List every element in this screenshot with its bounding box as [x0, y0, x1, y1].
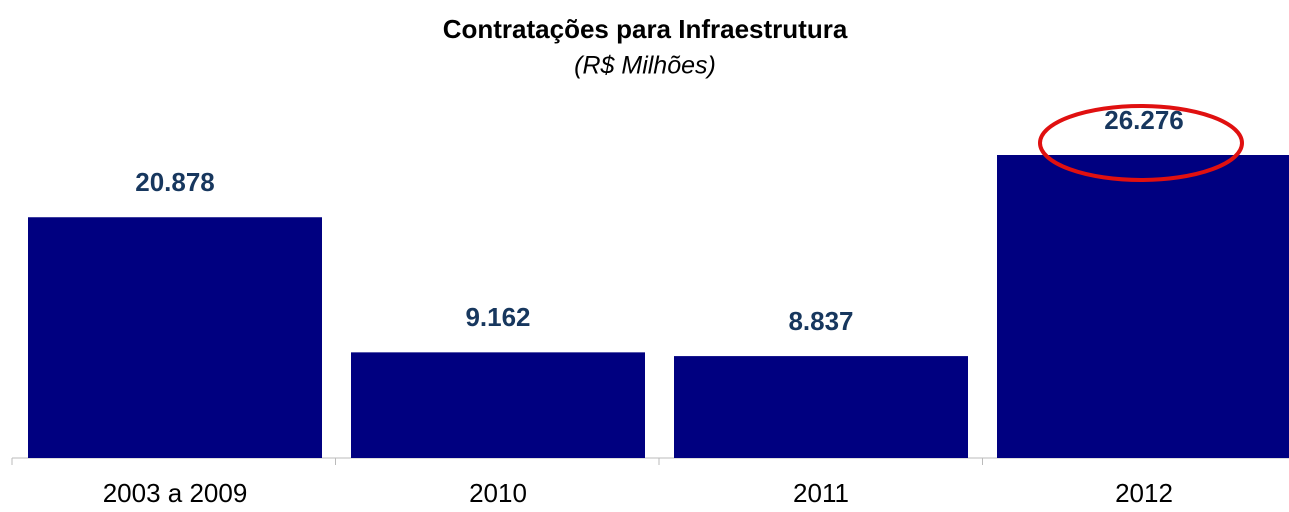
bar	[997, 155, 1289, 458]
bar	[351, 352, 645, 458]
value-label: 26.276	[1104, 105, 1184, 135]
x-tick-label: 2012	[1115, 478, 1173, 508]
value-label: 8.837	[788, 306, 853, 336]
x-tick-label: 2011	[793, 478, 849, 508]
chart-subtitle: (R$ Milhões)	[574, 52, 716, 80]
chart-title: Contratações para Infraestrutura	[443, 14, 848, 44]
bar	[28, 217, 322, 458]
highlight-ellipse	[1038, 104, 1244, 182]
x-tick-label: 2010	[469, 478, 527, 508]
value-label: 20.878	[135, 167, 215, 197]
x-tick-label: 2003 a 2009	[103, 478, 248, 508]
value-label: 9.162	[465, 302, 530, 332]
bar	[674, 356, 968, 458]
